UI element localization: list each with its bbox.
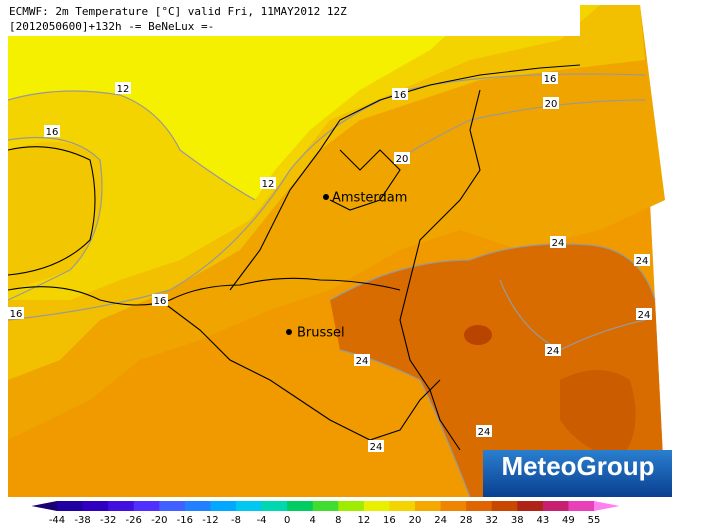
contour-label: 20 — [545, 99, 558, 110]
contour-label-box — [44, 125, 60, 137]
scale-segment — [338, 501, 365, 511]
contour-label: 24 — [370, 442, 383, 453]
scale-tick-label: -16 — [177, 515, 193, 525]
scale-segment — [517, 501, 544, 511]
color-scale: -44 -38 -32 -26 -20 -16 -12 -8 -4 0 4 8 12 16 20 24 28 32… — [31, 501, 620, 526]
scale-segment — [466, 501, 493, 511]
scale-tick-label: -12 — [202, 515, 218, 525]
contour-label-box — [550, 236, 566, 248]
scale-tick-label: 38 — [511, 515, 524, 525]
scale-tick-label: 16 — [383, 515, 396, 525]
contour-label: 12 — [117, 84, 130, 95]
city-markers — [286, 194, 329, 335]
scale-tick-label: 32 — [485, 515, 498, 525]
contour-label-box — [476, 425, 492, 437]
scale-segment — [389, 501, 416, 511]
contour-label-box — [152, 294, 168, 306]
city-label: Amsterdam — [332, 191, 407, 206]
contour-label-box — [543, 97, 559, 109]
contour-label: 16 — [394, 90, 407, 101]
scale-segment — [440, 501, 467, 511]
contour-label: 16 — [10, 309, 23, 320]
scale-tick-label: 43 — [536, 515, 549, 525]
scale-segment — [542, 501, 569, 511]
scale-arrow — [31, 501, 57, 511]
contour-label: 24 — [547, 346, 560, 357]
scale-segment — [568, 501, 595, 511]
contour-label: 24 — [638, 310, 651, 321]
scale-segment — [236, 501, 263, 511]
header-box — [5, 3, 580, 36]
contour-labels: 12 12 16 16 16 16 16 20 20 24 24 24 24 24 24 24 — [8, 72, 652, 453]
header-title: ECMWF: 2m Temperature [°C] valid Fri, 11… — [9, 5, 347, 18]
scale-segment — [159, 501, 186, 511]
contour-label: 20 — [396, 154, 409, 165]
scale-tick-label: 8 — [335, 515, 341, 525]
contour-label-box — [634, 254, 650, 266]
scale-tick-label: -4 — [257, 515, 267, 525]
scale-tick-label: -44 — [49, 515, 65, 525]
scale-segment — [287, 501, 314, 511]
scale-tick-label: -8 — [231, 515, 241, 525]
city-label: Brussel — [297, 326, 345, 341]
contour-label: 16 — [46, 127, 59, 138]
scale-segment — [82, 501, 109, 511]
contour-label: 24 — [636, 256, 649, 267]
scale-segment — [261, 501, 288, 511]
scale-tick-label: 0 — [284, 515, 290, 525]
contour-label-box — [542, 72, 558, 84]
scale-segment — [415, 501, 442, 511]
contour-label-box — [368, 440, 384, 452]
contour-label-box — [354, 354, 370, 366]
scale-segment — [491, 501, 518, 511]
scale-tick-label: -38 — [74, 515, 90, 525]
logo: MeteoGroup — [501, 451, 654, 481]
scale-tick-label: 28 — [460, 515, 473, 525]
scale-segment — [363, 501, 390, 511]
scale-segment — [210, 501, 237, 511]
scale-segment — [57, 501, 84, 511]
contour-label: 24 — [478, 427, 491, 438]
contour-label-box — [394, 152, 410, 164]
scale-segment — [133, 501, 160, 511]
scale-tick-label: 20 — [409, 515, 422, 525]
contour-label: 12 — [262, 179, 275, 190]
header-subtitle: [2012050600]+132h -= BeNeLux =- — [9, 20, 214, 33]
contour-label: 16 — [154, 296, 167, 307]
scale-tick-label: 55 — [588, 515, 601, 525]
logo-box — [483, 450, 672, 497]
contour-label: 24 — [552, 238, 565, 249]
borders — [7, 64, 581, 451]
contour-label-box — [636, 308, 652, 320]
scale-segment — [108, 501, 135, 511]
scale-tick-label: 12 — [357, 515, 370, 525]
scale-tick-label: 4 — [310, 515, 316, 525]
scale-segment — [184, 501, 211, 511]
contour-label-box — [545, 344, 561, 356]
scale-arrow — [594, 501, 620, 511]
contour-label-box — [8, 307, 24, 319]
contour-label: 24 — [356, 356, 369, 367]
scale-tick-label: -20 — [151, 515, 167, 525]
contour-label: 16 — [544, 74, 557, 85]
scale-tick-label: 24 — [434, 515, 447, 525]
scale-segment — [312, 501, 339, 511]
contour-label-box — [392, 88, 408, 100]
contour-label-box — [260, 177, 276, 189]
scale-tick-label: -32 — [100, 515, 116, 525]
scale-tick-label: -26 — [126, 515, 142, 525]
contour-label-box — [115, 82, 131, 94]
scale-tick-label: 49 — [562, 515, 575, 525]
